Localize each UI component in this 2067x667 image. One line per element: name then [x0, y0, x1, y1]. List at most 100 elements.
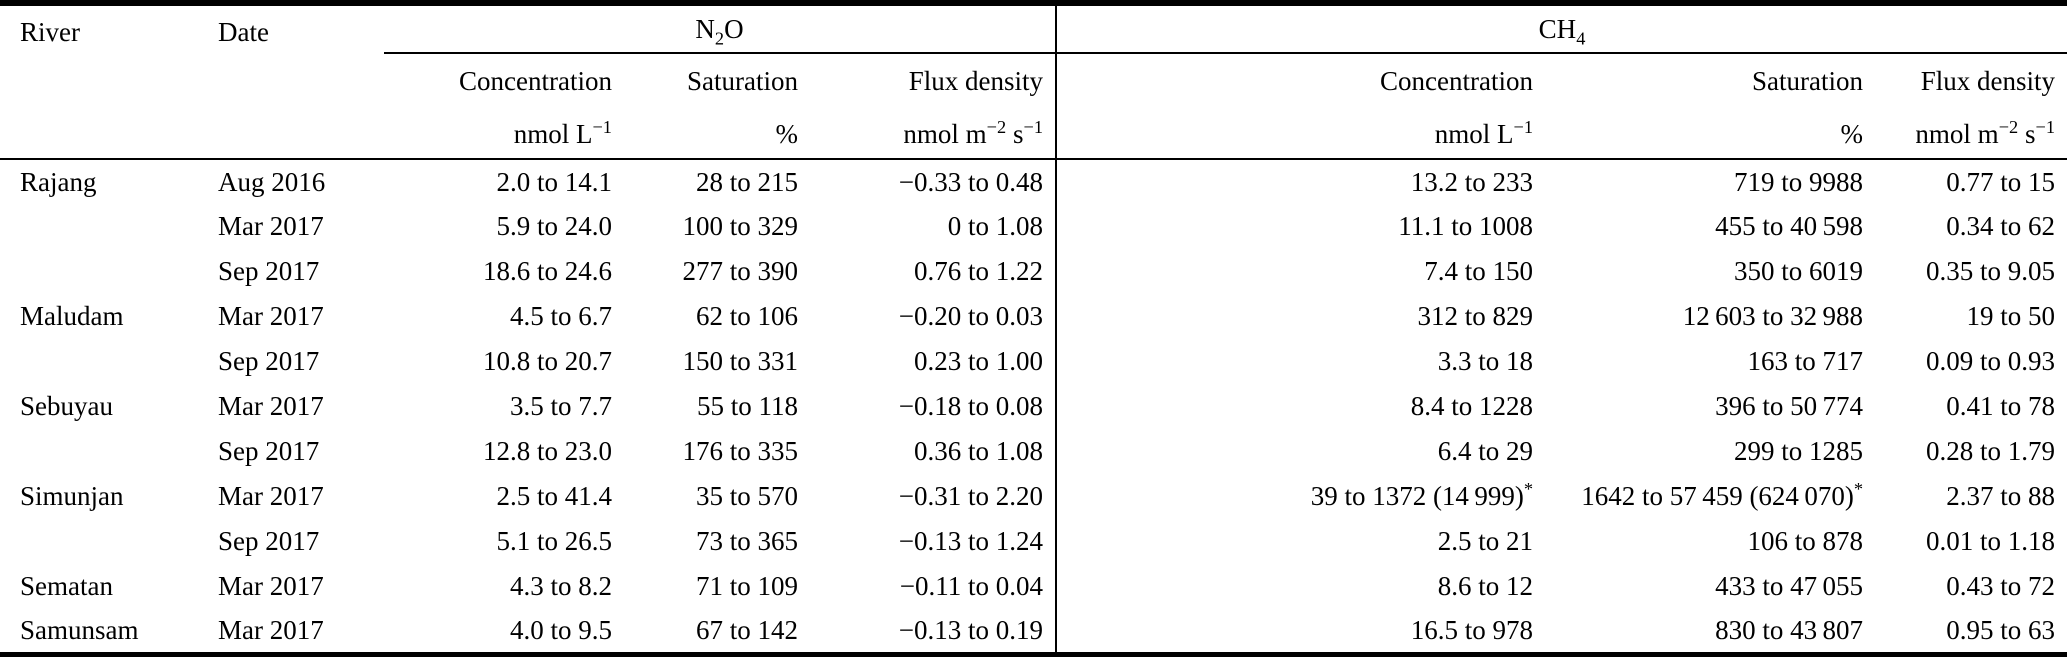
col-header-n2o-flux: Flux density	[908, 65, 1044, 96]
cell-n2o_flux: 0.23 to 1.00	[914, 346, 1044, 377]
unit-n2o-flux: nmol m−2 s−1	[810, 99, 1057, 160]
cell-ch4_sat: 299 to 1285	[1734, 436, 1864, 467]
cell-river	[0, 339, 198, 384]
cell-n2o_sat: 150 to 331	[682, 346, 798, 377]
cell-date: Mar 2017	[218, 301, 324, 332]
cell-ch4_conc: 312 to 829	[1055, 294, 1546, 339]
cell-n2o_conc: 18.6 to 24.6	[482, 256, 612, 287]
cell-ch4_sat: 106 to 878	[1747, 526, 1864, 557]
table-body: Rajang Aug 2016 2.0 to 14.1 28 to 215 −0.33 …	[0, 159, 2067, 654]
cell-ch4_conc: 39 to 1372 (14 999)*	[1055, 474, 1546, 519]
cell-n2o_conc: 10.8 to 20.7	[482, 346, 612, 377]
cell-ch4_conc: 8.6 to 12	[1055, 564, 1546, 609]
cell-ch4_sat: 12 603 to 32 988	[1682, 301, 1864, 332]
cell-n2o_flux: 0.76 to 1.22	[914, 256, 1044, 287]
cell-ch4_flux: 0.41 to 78	[1946, 391, 2056, 422]
table-row: Maludam Mar 2017 4.5 to 6.7 62 to 106 −0.20 …	[0, 294, 2067, 339]
group-header-n2o: N2O	[384, 3, 1057, 54]
cell-ch4_sat: 433 to 47 055	[1715, 571, 1864, 602]
cell-ch4_conc: 16.5 to 978	[1055, 609, 1546, 654]
cell-ch4_sat: 830 to 43 807	[1715, 615, 1864, 646]
table-row: Simunjan Mar 2017 2.5 to 41.4 35 to 570 −0.3…	[0, 474, 2067, 519]
cell-n2o_conc: 2.0 to 14.1	[496, 166, 612, 197]
cell-n2o_flux: 0 to 1.08	[947, 211, 1044, 242]
cell-river	[0, 204, 198, 249]
unit-n2o-concentration: nmol L−1	[384, 99, 624, 160]
cell-river: Maludam	[20, 301, 124, 332]
cell-ch4_conc: 7.4 to 150	[1055, 249, 1546, 294]
cell-river: Sematan	[20, 571, 113, 602]
cell-n2o_flux: −0.31 to 2.20	[898, 481, 1044, 512]
cell-date: Mar 2017	[218, 571, 324, 602]
cell-n2o_flux: −0.20 to 0.03	[898, 301, 1044, 332]
cell-n2o_sat: 277 to 390	[682, 256, 798, 287]
cell-n2o_sat: 71 to 109	[695, 571, 798, 602]
cell-river	[0, 429, 198, 474]
cell-n2o_flux: −0.33 to 0.48	[898, 166, 1044, 197]
cell-ch4_sat: 350 to 6019	[1734, 256, 1864, 287]
group-header-ch4: CH4	[1055, 3, 2067, 54]
cell-n2o_conc: 3.5 to 7.7	[509, 391, 612, 422]
col-header-date: Date	[198, 3, 384, 160]
cell-date: Mar 2017	[218, 211, 324, 242]
cell-ch4_sat: 455 to 40 598	[1715, 211, 1864, 242]
cell-n2o_sat: 176 to 335	[682, 436, 798, 467]
cell-ch4_flux: 0.09 to 0.93	[1926, 346, 2056, 377]
table-row: Rajang Aug 2016 2.0 to 14.1 28 to 215 −0.33 …	[0, 159, 2067, 204]
table-row: Sep 2017 10.8 to 20.7 150 to 331 0.23 to 1.…	[0, 339, 2067, 384]
cell-n2o_sat: 28 to 215	[695, 166, 798, 197]
subheader-row: Concentration Saturation Flux density Co…	[0, 53, 2067, 99]
unit-ch4-saturation: %	[1545, 99, 1876, 160]
cell-n2o_conc: 4.3 to 8.2	[509, 571, 612, 602]
cell-ch4_flux: 0.34 to 62	[1946, 211, 2056, 242]
table-row: Sebuyau Mar 2017 3.5 to 7.7 55 to 118 −0.18 …	[0, 384, 2067, 429]
cell-ch4_conc: 8.4 to 1228	[1055, 384, 1546, 429]
cell-ch4_conc: 6.4 to 29	[1055, 429, 1546, 474]
cell-n2o_conc: 4.5 to 6.7	[509, 301, 612, 332]
cell-ch4_sat: 396 to 50 774	[1715, 391, 1864, 422]
cell-date: Sep 2017	[218, 526, 320, 557]
cell-river	[0, 519, 198, 564]
cell-ch4_flux: 0.01 to 1.18	[1926, 526, 2056, 557]
cell-ch4_conc: 11.1 to 1008	[1055, 204, 1546, 249]
cell-ch4_flux: 2.37 to 88	[1946, 481, 2056, 512]
col-header-ch4-saturation: Saturation	[1752, 65, 1864, 96]
cell-ch4_conc: 2.5 to 21	[1055, 519, 1546, 564]
col-header-river: River	[0, 3, 198, 160]
cell-date: Mar 2017	[218, 391, 324, 422]
cell-n2o_flux: −0.13 to 1.24	[898, 526, 1044, 557]
cell-ch4_flux: 0.43 to 72	[1946, 571, 2056, 602]
cell-n2o_sat: 35 to 570	[695, 481, 798, 512]
cell-n2o_conc: 4.0 to 9.5	[509, 615, 612, 646]
table-row: Sep 2017 18.6 to 24.6 277 to 390 0.76 to 1.…	[0, 249, 2067, 294]
cell-date: Mar 2017	[218, 615, 324, 646]
cell-ch4_flux: 0.35 to 9.05	[1926, 256, 2056, 287]
cell-n2o_sat: 100 to 329	[682, 211, 798, 242]
col-header-n2o-concentration: Concentration	[459, 65, 612, 96]
cell-river: Sebuyau	[20, 391, 113, 422]
cell-n2o_conc: 2.5 to 41.4	[496, 481, 612, 512]
unit-ch4-concentration: nmol L−1	[1055, 99, 1546, 160]
cell-ch4_sat: 163 to 717	[1747, 346, 1864, 377]
cell-ch4_sat: 719 to 9988	[1734, 166, 1864, 197]
cell-date: Sep 2017	[218, 346, 320, 377]
cell-river: Rajang	[20, 166, 97, 197]
table-row: Sep 2017 12.8 to 23.0 176 to 335 0.36 to 1.…	[0, 429, 2067, 474]
cell-river: Simunjan	[20, 481, 124, 512]
cell-ch4_conc: 13.2 to 233	[1055, 159, 1546, 204]
cell-ch4_flux: 0.77 to 15	[1946, 166, 2056, 197]
unit-n2o-saturation: %	[624, 99, 810, 160]
cell-ch4_flux: 0.28 to 1.79	[1926, 436, 2056, 467]
cell-river	[0, 249, 198, 294]
cell-n2o_conc: 12.8 to 23.0	[482, 436, 612, 467]
cell-date: Sep 2017	[218, 436, 320, 467]
cell-ch4_flux: 0.95 to 63	[1946, 615, 2056, 646]
cell-date: Sep 2017	[218, 256, 320, 287]
cell-date: Aug 2016	[218, 166, 326, 197]
table-row: Sep 2017 5.1 to 26.5 73 to 365 −0.13 to 1.2…	[0, 519, 2067, 564]
cell-ch4_flux: 19 to 50	[1966, 301, 2056, 332]
cell-n2o_conc: 5.1 to 26.5	[496, 526, 612, 557]
table-row: Samunsam Mar 2017 4.0 to 9.5 67 to 142 −0.13…	[0, 609, 2067, 654]
